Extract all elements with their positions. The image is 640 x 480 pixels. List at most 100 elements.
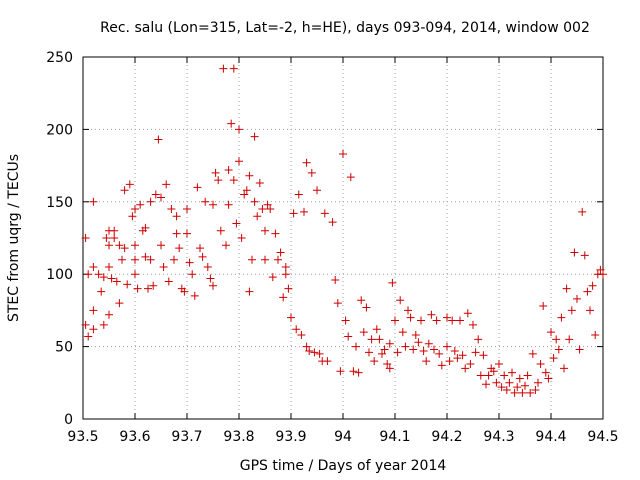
data-point	[445, 357, 454, 366]
data-point	[375, 335, 384, 344]
data-point	[112, 277, 121, 286]
data-point	[245, 287, 254, 296]
data-point	[557, 313, 566, 322]
data-point	[479, 351, 488, 360]
data-point	[417, 316, 425, 325]
data-point	[125, 180, 134, 189]
data-point	[263, 200, 272, 209]
data-point	[302, 342, 311, 351]
data-point	[531, 386, 540, 395]
data-point	[300, 207, 308, 216]
data-point	[105, 262, 113, 271]
data-point	[162, 180, 171, 189]
data-point	[562, 284, 571, 293]
data-point	[336, 367, 345, 376]
y-axis-label: STEC from uqrg / TECUs	[6, 154, 22, 322]
data-point	[188, 270, 197, 279]
data-point	[430, 345, 438, 354]
data-point	[315, 349, 324, 358]
data-point	[567, 306, 576, 315]
data-point	[515, 374, 524, 383]
data-point	[302, 158, 311, 167]
data-point	[89, 325, 98, 334]
data-point	[224, 200, 233, 209]
data-point	[497, 383, 506, 392]
data-point	[294, 190, 303, 199]
data-point	[289, 209, 298, 218]
data-point	[570, 248, 579, 257]
x-tick-label: 94.1	[379, 429, 410, 445]
data-point	[393, 348, 402, 357]
data-point	[419, 346, 428, 355]
data-point	[443, 342, 451, 351]
data-point	[565, 335, 574, 344]
data-point	[157, 241, 165, 250]
data-point	[128, 212, 137, 221]
data-point	[203, 262, 212, 271]
data-point	[229, 176, 238, 185]
data-point	[118, 255, 126, 264]
data-point	[84, 270, 93, 279]
data-point	[245, 171, 254, 180]
data-point	[437, 361, 446, 370]
data-point	[190, 291, 199, 300]
data-point	[151, 190, 160, 199]
data-point	[443, 313, 451, 322]
data-point	[235, 125, 243, 134]
data-point	[518, 388, 527, 397]
data-point	[500, 371, 509, 380]
data-point	[331, 275, 340, 284]
x-axis-ticks: 93.5 93.6 93.7 93.8 93.9 94 94.1 94.2 94.3 94.4 94…	[67, 57, 619, 445]
data-point	[172, 229, 181, 238]
data-point	[310, 348, 319, 357]
data-point	[344, 332, 353, 341]
data-point	[131, 255, 139, 264]
data-point	[266, 205, 275, 214]
data-point	[198, 252, 207, 261]
data-point	[396, 296, 405, 305]
data-point	[365, 348, 373, 357]
data-point	[131, 241, 139, 250]
data-point	[89, 262, 98, 271]
data-point	[502, 386, 511, 395]
x-tick-label: 93.7	[171, 429, 202, 445]
data-point	[357, 296, 366, 305]
data-point	[209, 281, 217, 290]
data-point	[214, 176, 223, 185]
data-point	[183, 229, 191, 238]
data-point	[495, 359, 503, 368]
data-point	[323, 357, 332, 366]
data-point	[352, 342, 360, 351]
data-point	[476, 371, 485, 380]
data-point	[201, 197, 210, 206]
data-point	[313, 186, 321, 195]
data-point	[588, 281, 597, 290]
data-point	[110, 234, 119, 242]
data-point	[102, 234, 111, 242]
data-point	[383, 359, 392, 368]
data-point	[333, 299, 342, 308]
data-point	[591, 331, 600, 340]
data-point	[110, 226, 119, 235]
data-point	[463, 309, 472, 318]
data-point	[580, 251, 589, 260]
data-point	[211, 168, 220, 177]
data-point	[482, 380, 490, 389]
data-points	[81, 64, 607, 397]
data-point	[427, 310, 436, 319]
data-point	[107, 274, 116, 283]
data-point	[94, 270, 103, 279]
data-point	[131, 205, 139, 214]
data-point	[261, 226, 269, 235]
data-point	[175, 244, 184, 253]
data-point	[242, 186, 251, 195]
data-point	[196, 244, 204, 253]
x-tick-label: 94.4	[535, 429, 566, 445]
data-point	[170, 255, 178, 264]
data-point	[372, 325, 381, 334]
data-point	[508, 368, 516, 377]
y-tick-label: 100	[46, 267, 73, 283]
data-point	[120, 186, 129, 195]
